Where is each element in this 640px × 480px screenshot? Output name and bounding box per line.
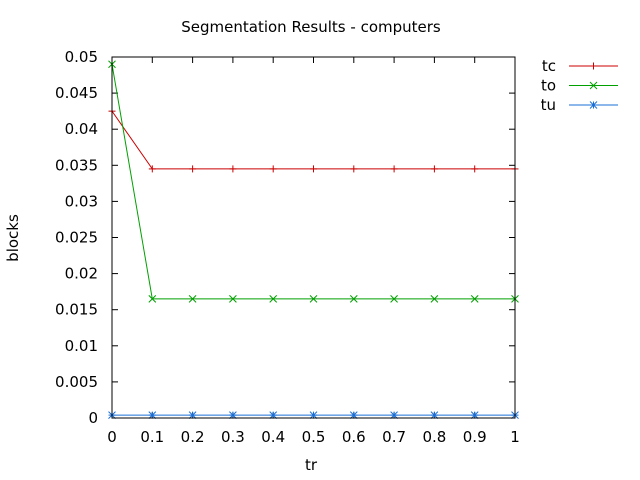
marker-stroke	[430, 411, 439, 419]
y-tick-label: 0.05	[65, 48, 98, 66]
data-point-tu	[188, 411, 197, 419]
marker-stroke	[229, 295, 237, 303]
x-tick-label: 0.4	[261, 428, 285, 446]
y-tick-label: 0.02	[65, 265, 98, 283]
marker-stroke	[589, 81, 598, 90]
data-point-tu	[390, 411, 398, 419]
marker-stroke	[148, 411, 157, 419]
data-point-tc	[229, 165, 237, 173]
data-point-tc	[471, 165, 479, 173]
plot-frame	[111, 56, 516, 419]
legend-label-tc: tc	[542, 57, 556, 75]
data-point-to	[390, 295, 398, 303]
data-point-to	[470, 295, 479, 303]
x-tick-label: 0.8	[422, 428, 446, 446]
data-point-tc	[269, 165, 277, 173]
series-line-tc	[111, 110, 515, 170]
y-tick-label: 0.04	[65, 120, 98, 138]
x-tick-label: 0.7	[382, 428, 406, 446]
marker-stroke	[349, 295, 358, 303]
data-point-tu	[148, 411, 157, 419]
y-tick-label: 0.045	[55, 84, 98, 102]
marker-stroke	[269, 295, 278, 303]
data-point-tc	[430, 165, 438, 173]
y-tick-label: 0	[88, 409, 98, 427]
y-tick-label: 0.025	[55, 229, 98, 247]
x-tick-label: 0.1	[140, 428, 164, 446]
x-tick-label: 0.9	[463, 428, 487, 446]
legend-marker-tc	[590, 62, 597, 70]
x-tick-label: 0.5	[302, 428, 326, 446]
y-tick-label: 0.005	[55, 373, 98, 391]
data-point-tc	[148, 165, 156, 173]
data-point-to	[309, 295, 318, 303]
data-point-tu	[430, 411, 439, 419]
data-point-to	[430, 295, 439, 303]
x-tick-label: 0	[107, 428, 117, 446]
chart-title: Segmentation Results - computers	[181, 18, 441, 36]
marker-stroke	[390, 295, 398, 303]
x-axis-label: tr	[305, 456, 318, 474]
data-point-to	[229, 295, 237, 303]
legend-label-tu: tu	[541, 96, 556, 114]
marker-stroke	[390, 411, 398, 419]
legend-label-to: to	[541, 77, 556, 95]
marker-stroke	[309, 295, 318, 303]
data-point-tc	[189, 165, 197, 173]
x-tick-label: 0.6	[342, 428, 366, 446]
marker-stroke	[229, 411, 237, 419]
marker-stroke	[188, 411, 197, 419]
data-point-tu	[269, 411, 278, 419]
marker-stroke	[188, 295, 197, 303]
marker-stroke	[589, 101, 598, 109]
data-point-to	[269, 295, 278, 303]
marker-stroke	[269, 411, 278, 419]
y-tick-label: 0.01	[65, 337, 98, 355]
marker-stroke	[309, 411, 318, 419]
marker-stroke	[349, 411, 358, 419]
plot-series	[108, 60, 519, 419]
marker-stroke	[470, 411, 479, 419]
data-point-to	[148, 295, 157, 303]
y-tick-label: 0.03	[65, 192, 98, 210]
axis-ticks: 0 0.005 0.01 0.015 0.02 0.025 0.03 0.035 0.04 0.0…	[55, 48, 520, 446]
marker-stroke	[470, 295, 479, 303]
data-point-tu	[470, 411, 479, 419]
marker-stroke	[148, 295, 157, 303]
y-tick-label: 0.035	[55, 156, 98, 174]
x-tick-label: 0.3	[221, 428, 245, 446]
data-point-to	[349, 295, 358, 303]
data-point-tc	[390, 165, 398, 173]
marker-stroke	[430, 295, 439, 303]
series-line-to	[111, 64, 515, 300]
data-point-tu	[349, 411, 358, 419]
data-point-to	[188, 295, 197, 303]
y-tick-label: 0.015	[55, 301, 98, 319]
legend-marker-to	[589, 81, 598, 90]
data-point-tu	[309, 411, 318, 419]
y-axis-label: blocks	[4, 214, 22, 262]
x-tick-label: 0.2	[181, 428, 205, 446]
x-tick-label: 1	[510, 428, 520, 446]
data-point-tc	[350, 165, 358, 173]
data-point-tc	[310, 165, 317, 173]
legend-marker-tu	[589, 101, 598, 109]
data-point-tu	[229, 411, 237, 419]
